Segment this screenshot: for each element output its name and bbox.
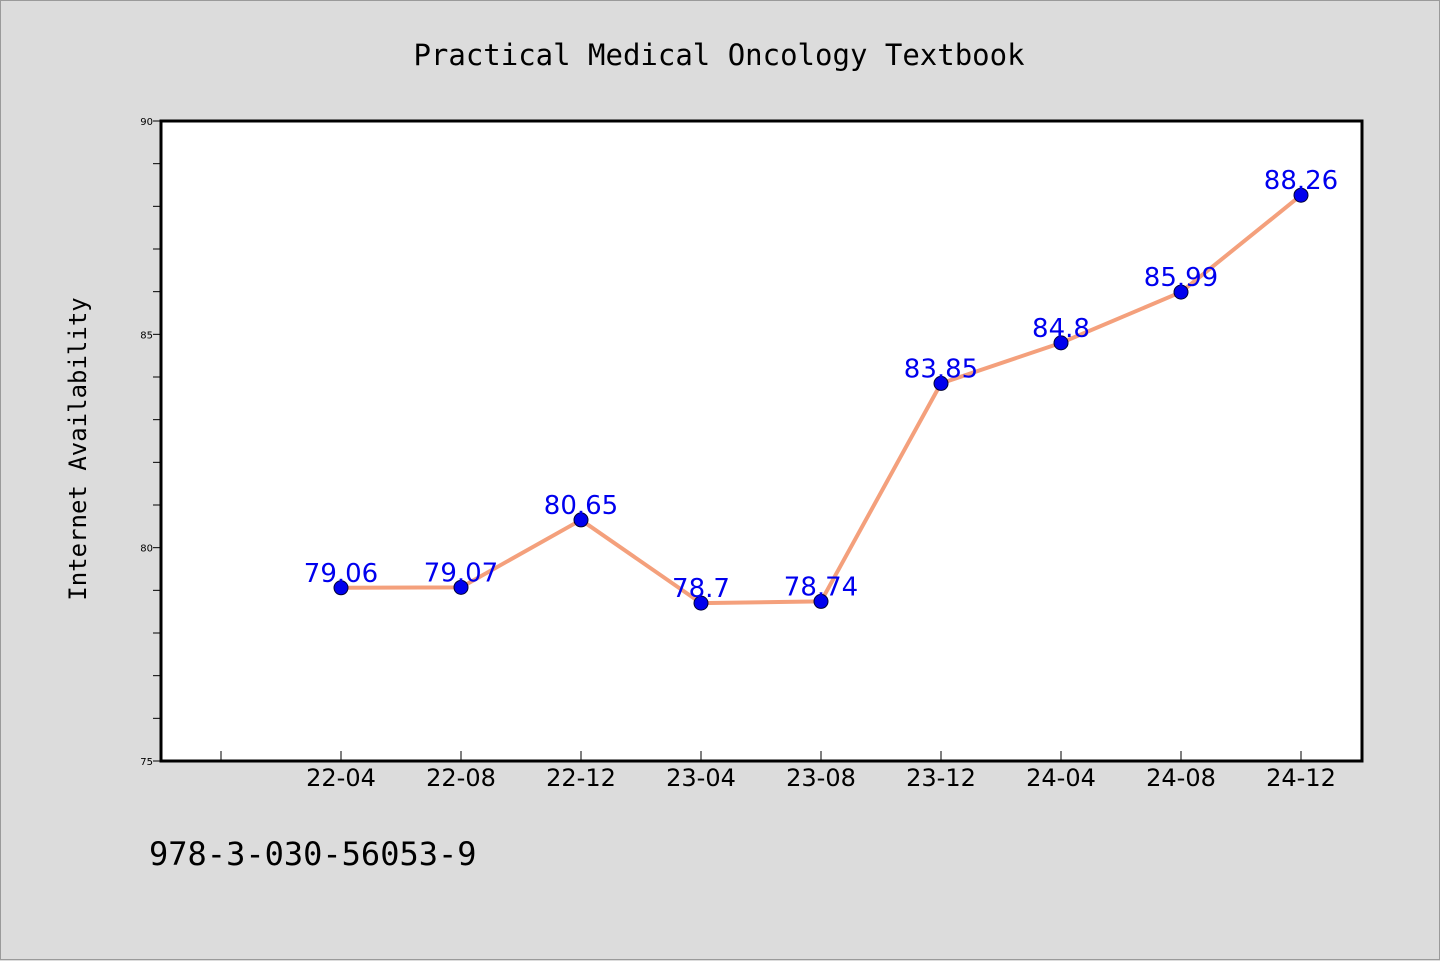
x-tick-label: 23-08 bbox=[786, 764, 856, 792]
x-tick-label: 23-04 bbox=[666, 764, 736, 792]
y-tick-label: 80 bbox=[140, 544, 153, 555]
data-point bbox=[1053, 335, 1069, 351]
x-tick-label: 24-08 bbox=[1146, 764, 1216, 792]
chart-title: Practical Medical Oncology Textbook bbox=[413, 38, 1025, 72]
data-point bbox=[453, 579, 469, 595]
data-label: 83.85 bbox=[904, 354, 978, 384]
x-tick-label: 22-08 bbox=[426, 764, 496, 792]
x-tick-label: 24-12 bbox=[1266, 764, 1336, 792]
y-tick-label: 90 bbox=[140, 117, 153, 128]
data-point bbox=[1173, 284, 1189, 300]
x-tick-label: 24-04 bbox=[1026, 764, 1096, 792]
plot-area bbox=[159, 119, 1364, 763]
y-tick-label: 75 bbox=[140, 757, 153, 768]
data-label: 78.7 bbox=[672, 574, 730, 604]
data-point bbox=[933, 375, 949, 391]
x-axis: 22-04 22-08 22-12 23-04 23-08 23-12 24-04 24-08… bbox=[220, 751, 1336, 792]
series-group: 79.06 79.07 80.65 78.7 78.74 83.85 84.8 85.99 88… bbox=[304, 166, 1338, 611]
isbn-text: 978-3-030-56053-9 bbox=[149, 835, 477, 873]
data-label: 88.26 bbox=[1264, 166, 1338, 196]
data-label: 79.06 bbox=[304, 559, 378, 589]
data-point bbox=[813, 593, 829, 609]
data-point bbox=[1293, 187, 1309, 203]
x-tick-label: 22-04 bbox=[306, 764, 376, 792]
x-tick-label: 22-12 bbox=[546, 764, 616, 792]
data-point bbox=[333, 580, 349, 596]
data-label: 78.74 bbox=[784, 572, 858, 602]
data-label: 84.8 bbox=[1032, 314, 1090, 344]
data-label: 79.07 bbox=[424, 558, 498, 588]
data-point bbox=[693, 595, 709, 611]
data-label: 85.99 bbox=[1144, 263, 1218, 293]
y-axis-label: Internet Availability bbox=[64, 297, 92, 600]
data-point bbox=[573, 512, 589, 528]
y-axis: 75 80 85 90 bbox=[140, 117, 161, 768]
x-tick-label: 23-12 bbox=[906, 764, 976, 792]
y-tick-label: 85 bbox=[140, 330, 153, 341]
data-label: 80.65 bbox=[544, 491, 618, 521]
